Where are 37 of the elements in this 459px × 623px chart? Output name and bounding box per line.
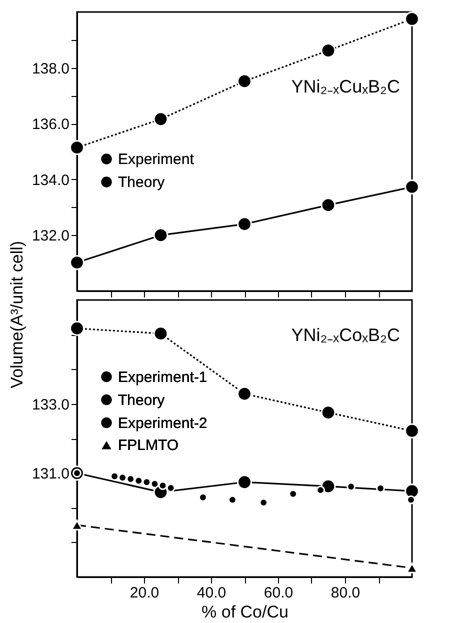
y-tick-label: 138.0 [32,60,70,78]
y-axis-title: Volume(A³/unit cell) [8,240,27,388]
point [237,386,252,402]
legend-label: Theory [118,392,166,409]
point [404,12,420,26]
point [237,74,252,89]
annotation: YNi₂₋ₓCoₓB₂C [291,325,400,346]
legend-label: Experiment [118,151,195,168]
y-tick-label: 136.0 [32,116,70,134]
point [70,255,84,270]
x-tick-label: 40.0 [196,584,226,602]
y-tick-label: 134.0 [32,172,70,189]
point [153,112,168,127]
point [404,179,420,194]
point [320,43,336,58]
point [153,228,168,243]
legend-label: FPLMTO [118,436,179,454]
point [320,198,336,213]
y-tick-label: 131.0 [32,466,70,483]
y-tick-label: 133.0 [32,396,70,414]
point [70,320,84,336]
point [320,405,336,420]
legend-label: Theory [118,174,166,191]
point [320,478,336,494]
x-tick-label: 80.0 [330,584,360,602]
point [237,474,252,490]
x-tick-label: 60.0 [264,584,294,602]
point [70,140,84,156]
point [237,216,252,232]
y-tick-label: 132.0 [32,228,70,245]
legend-label: Experiment-1 [118,368,208,386]
point [404,423,420,438]
x-axis-title: % of Co/Cu [202,602,288,622]
point [153,326,168,342]
annotation: YNi₂₋ₓCuₓB₂C [291,76,400,96]
x-tick-label: 20.0 [130,584,160,602]
point [404,484,420,499]
